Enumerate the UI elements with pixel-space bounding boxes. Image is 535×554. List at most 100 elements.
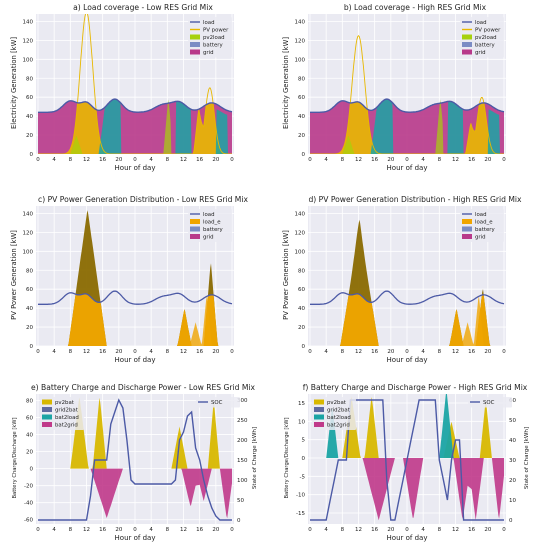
legend-swatch-pv2bat [42, 400, 52, 405]
x-tick-label: 0 [133, 349, 137, 355]
x-tick-label: 8 [341, 527, 345, 533]
chart-d: d) PV Power Generation Distribution - Hi… [282, 195, 522, 364]
y2-tick-label: 150 [237, 458, 248, 464]
x-tick-label: 0 [230, 527, 234, 533]
x-tick-label: 4 [421, 349, 425, 355]
x-tick-label: 16 [468, 349, 475, 355]
y-tick-label: 100 [295, 249, 306, 255]
legend-label: pv2load [203, 35, 225, 41]
legend-label: load_e [475, 220, 493, 226]
y-tick-label: -5 [300, 474, 306, 480]
legend-label: grid [203, 235, 214, 241]
y-tick-label: 120 [295, 38, 306, 44]
chart-title: e) Battery Charge and Discharge Power - … [31, 383, 256, 392]
y-tick-label: 0 [30, 152, 34, 158]
x-tick-label: 8 [341, 349, 345, 355]
legend-label: load [475, 212, 487, 218]
y-tick-label: 140 [23, 19, 34, 25]
y-tick-label: 5 [302, 438, 306, 444]
x-tick-label: 0 [405, 527, 409, 533]
x-tick-label: 12 [452, 157, 459, 163]
y-tick-label: -40 [24, 501, 33, 507]
x-tick-label: 0 [230, 349, 234, 355]
legend-label: grid [203, 50, 214, 56]
legend-label: load [203, 212, 215, 218]
x-tick-label: 16 [99, 349, 106, 355]
legend-swatch-battery [462, 42, 472, 47]
y-axis-label: Electricity Generation [kW] [282, 37, 290, 129]
x-tick-label: 8 [69, 527, 73, 533]
x-tick-label: 16 [99, 527, 106, 533]
x-tick-label: 4 [324, 527, 328, 533]
x-tick-label: 4 [324, 157, 328, 163]
legend-swatch-bat2load [42, 415, 52, 420]
y-tick-label: 20 [26, 450, 33, 456]
x-axis-label: Hour of day [115, 164, 156, 172]
legend-label: bat2grid [327, 423, 350, 429]
legend-label: battery [475, 43, 495, 49]
y2-tick-label: 50 [509, 418, 516, 424]
y2-axis-label: State of Charge [kWh] [252, 427, 258, 489]
y-tick-label: 40 [298, 114, 305, 120]
y-tick-label: 140 [295, 19, 306, 25]
x-tick-label: 12 [83, 157, 90, 163]
legend-swatch-battery [462, 227, 472, 232]
x-tick-label: 4 [421, 527, 425, 533]
legend-swatch-battery [190, 42, 200, 47]
x-tick-label: 20 [212, 527, 219, 533]
y2-tick-label: 200 [237, 438, 248, 444]
y-tick-label: 20 [26, 133, 33, 139]
x-tick-label: 8 [69, 349, 73, 355]
x-tick-label: 12 [180, 349, 187, 355]
y2-tick-label: 40 [509, 438, 516, 444]
x-tick-label: 0 [36, 349, 40, 355]
x-tick-label: 20 [484, 349, 491, 355]
legend-swatch-battery [190, 227, 200, 232]
x-tick-label: 12 [83, 527, 90, 533]
x-axis-label: Hour of day [387, 356, 428, 364]
y-tick-label: 20 [298, 325, 305, 331]
x-tick-label: 16 [371, 157, 378, 163]
y-tick-label: 80 [26, 399, 33, 405]
y-axis-label: Battery Charge/Discharge [kW] [12, 417, 18, 498]
x-tick-label: 12 [355, 349, 362, 355]
x-tick-label: 20 [387, 527, 394, 533]
x-tick-label: 20 [484, 157, 491, 163]
legend-label: bat2load [327, 415, 351, 421]
y-tick-label: 0 [302, 344, 306, 350]
y2-tick-label: 50 [237, 498, 244, 504]
x-tick-label: 20 [212, 157, 219, 163]
x-tick-label: 20 [115, 527, 122, 533]
x-axis-label: Hour of day [115, 356, 156, 364]
x-tick-label: 8 [438, 349, 442, 355]
y-tick-label: 120 [295, 230, 306, 236]
y-tick-label: 60 [26, 287, 33, 293]
x-tick-label: 8 [166, 349, 170, 355]
x-tick-label: 16 [196, 157, 203, 163]
chart-title: b) Load coverage - High RES Grid Mix [344, 3, 487, 12]
x-tick-label: 4 [149, 527, 153, 533]
y-tick-label: 0 [30, 344, 34, 350]
y2-tick-label: 0 [237, 518, 241, 524]
legend-label: PV power [475, 28, 501, 34]
legend-label: bat2grid [55, 423, 78, 429]
x-tick-label: 12 [180, 527, 187, 533]
y-tick-label: -20 [24, 484, 33, 490]
x-tick-label: 20 [115, 349, 122, 355]
y-tick-label: 100 [23, 249, 34, 255]
x-axis-label: Hour of day [115, 534, 156, 542]
x-tick-label: 4 [421, 157, 425, 163]
x-tick-label: 4 [324, 349, 328, 355]
x-tick-label: 0 [308, 527, 312, 533]
x-tick-label: 4 [149, 349, 153, 355]
legend-swatch-grid [462, 234, 472, 239]
chart-title: f) Battery Charge and Discharge Power - … [303, 383, 528, 392]
y-tick-label: 0 [302, 152, 306, 158]
x-tick-label: 0 [36, 527, 40, 533]
x-tick-label: 16 [468, 157, 475, 163]
legend-label: battery [203, 227, 223, 233]
legend-label: load_e [203, 220, 221, 226]
